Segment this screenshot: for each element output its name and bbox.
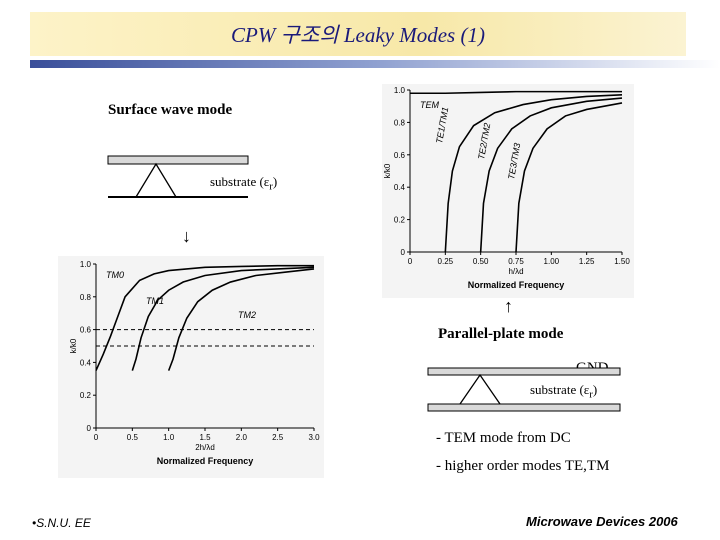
bullet-tem: - TEM mode from DC (436, 430, 571, 446)
x-axis-label: h/λd (508, 267, 523, 276)
y-tick-label: 0.4 (394, 183, 406, 192)
x-tick-label: 1.0 (163, 433, 175, 442)
series-line (95, 264, 314, 371)
x-tick-label: 1.50 (614, 257, 630, 266)
y-tick-label: 1.0 (394, 86, 406, 95)
parallel-plate-heading: Parallel-plate mode (438, 326, 564, 342)
surface-substrate-label: substrate (εr) (210, 174, 278, 193)
ground-plate (427, 403, 621, 412)
parallel-substrate-label: substrate (εr) (530, 382, 598, 401)
chart-surface-wave: 0 0.5 1.0 1.5 2.0 2.5 3.0 0 0.2 0.4 0.6 0.8 1.0 TM0 TM… (58, 256, 324, 478)
y-axis-label: k/k0 (383, 163, 392, 178)
series-label: TE2/TM2 (476, 122, 492, 160)
y-axis-label: k/k0 (69, 338, 78, 353)
chart-parallel-plate-svg: 0 0.25 0.50 0.75 1.00 1.25 1.50 0 0.2 0.4 0.6 0.8 1.… (383, 86, 630, 290)
x-tick-label: 0 (408, 257, 413, 266)
y-tick-label: 1.0 (80, 260, 92, 269)
chart-caption: Normalized Frequency (468, 280, 565, 290)
surface-wave-diagram (107, 155, 249, 198)
x-tick-label: 0.75 (508, 257, 524, 266)
series-line (515, 102, 623, 253)
y-tick-label: 0.8 (394, 118, 406, 127)
x-tick-label: 0.5 (127, 433, 139, 442)
up-arrow-icon: ↑ (504, 296, 513, 316)
chart-parallel-plate: 0 0.25 0.50 0.75 1.00 1.25 1.50 0 0.2 0.4 0.6 0.8 1.… (382, 84, 634, 298)
chart-surface-wave-svg: 0 0.5 1.0 1.5 2.0 2.5 3.0 0 0.2 0.4 0.6 0.8 1.0 TM0 TM… (69, 260, 320, 466)
series-line (167, 268, 315, 371)
x-tick-label: 1.5 (199, 433, 211, 442)
zigzag-ray (135, 162, 177, 198)
top-plate (427, 367, 621, 376)
substrate-slab (107, 155, 249, 165)
bullet-higher-order: - higher order modes TE,TM (436, 458, 610, 474)
series-label: TM2 (238, 310, 256, 320)
title-bar: CPW 구조의 Leaky Modes (1) (30, 12, 686, 56)
slide-title: CPW 구조의 Leaky Modes (1) (231, 23, 485, 47)
x-tick-label: 0.25 (438, 257, 454, 266)
x-axis-label: 2h/λd (195, 443, 215, 452)
series-label: TM0 (106, 270, 124, 280)
series-label: TE3/TM3 (506, 142, 522, 180)
y-tick-label: 0.4 (80, 358, 92, 367)
x-tick-label: 0.50 (473, 257, 489, 266)
series-line (131, 266, 315, 371)
footer-right: Microwave Devices 2006 (526, 514, 678, 529)
y-tick-label: 0.8 (80, 293, 92, 302)
parallel-plate-diagram (427, 367, 621, 412)
y-tick-label: 0 (401, 248, 406, 257)
zigzag-ray (459, 373, 501, 405)
x-tick-label: 1.25 (579, 257, 595, 266)
x-tick-label: 3.0 (308, 433, 320, 442)
series-label: TE1/TM1 (434, 106, 450, 144)
series-line (479, 97, 623, 253)
y-tick-label: 0.6 (394, 151, 406, 160)
y-tick-label: 0.2 (394, 216, 406, 225)
footer-left: •S.N.U. EE (32, 516, 91, 530)
series-line (410, 90, 622, 95)
chart-caption: Normalized Frequency (157, 456, 254, 466)
surface-wave-heading: Surface wave mode (108, 102, 233, 118)
x-tick-label: 2.0 (236, 433, 248, 442)
down-arrow-icon: ↓ (182, 226, 191, 246)
y-tick-label: 0 (87, 424, 92, 433)
y-tick-label: 0.2 (80, 391, 92, 400)
series-label: TM1 (146, 296, 164, 306)
x-tick-label: 2.5 (272, 433, 284, 442)
x-tick-label: 0 (94, 433, 99, 442)
x-tick-label: 1.00 (544, 257, 560, 266)
title-underline (30, 60, 720, 68)
y-tick-label: 0.6 (80, 326, 92, 335)
series-label: TEM (420, 100, 440, 110)
series-line (444, 94, 623, 253)
